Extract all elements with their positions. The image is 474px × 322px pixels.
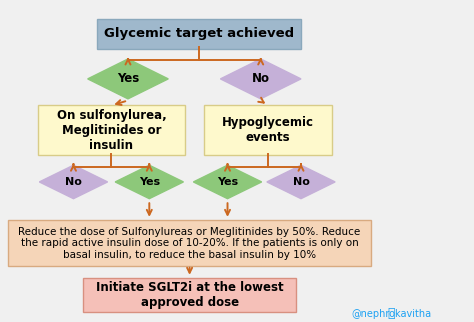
Polygon shape <box>193 165 262 199</box>
FancyBboxPatch shape <box>97 19 301 49</box>
FancyBboxPatch shape <box>204 106 332 156</box>
Polygon shape <box>39 165 108 199</box>
Text: No: No <box>292 177 310 187</box>
FancyBboxPatch shape <box>83 278 296 312</box>
Polygon shape <box>88 59 168 99</box>
Text: No: No <box>252 72 270 85</box>
Polygon shape <box>115 165 183 199</box>
Text: @nephrokavitha: @nephrokavitha <box>351 309 431 319</box>
Text: Hypoglycemic
events: Hypoglycemic events <box>222 117 314 144</box>
Text: Initiate SGLT2i at the lowest
approved dose: Initiate SGLT2i at the lowest approved d… <box>96 281 283 308</box>
Text: On sulfonylurea,
Meglitinides or
insulin: On sulfonylurea, Meglitinides or insulin <box>56 109 166 152</box>
Polygon shape <box>220 59 301 99</box>
FancyBboxPatch shape <box>38 106 185 156</box>
Text: Yes: Yes <box>217 177 238 187</box>
Text: Reduce the dose of Sulfonylureas or Meglitinides by 50%. Reduce
the rapid active: Reduce the dose of Sulfonylureas or Megl… <box>18 226 361 260</box>
Text: Glycemic target achieved: Glycemic target achieved <box>104 27 294 40</box>
Text: 🐦: 🐦 <box>387 308 395 320</box>
FancyBboxPatch shape <box>9 220 371 267</box>
Text: Yes: Yes <box>139 177 160 187</box>
Text: No: No <box>65 177 82 187</box>
Text: Yes: Yes <box>117 72 139 85</box>
Polygon shape <box>267 165 335 199</box>
